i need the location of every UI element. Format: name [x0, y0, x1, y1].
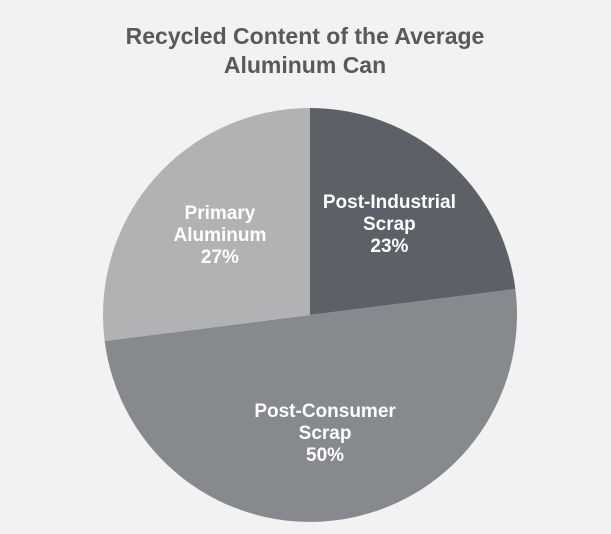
slice-category: Post-Consumer Scrap — [254, 401, 396, 445]
slice-value: 50% — [306, 445, 345, 467]
slice-category: Post-Industrial Scrap — [322, 191, 456, 235]
slice-value: 27% — [200, 246, 239, 268]
slice-value: 23% — [370, 235, 409, 257]
pie-slice — [104, 289, 517, 522]
chart-title: Recycled Content of the Average Aluminum… — [125, 23, 485, 78]
data-label: Primary Aluminum 27% — [145, 203, 295, 269]
data-label: Post-Industrial Scrap 23% — [314, 192, 464, 258]
pie-slice — [310, 108, 516, 315]
slice-category: Primary Aluminum — [173, 202, 267, 246]
data-label: Post-Consumer Scrap 50% — [245, 401, 405, 467]
pie-slice — [102, 108, 310, 341]
